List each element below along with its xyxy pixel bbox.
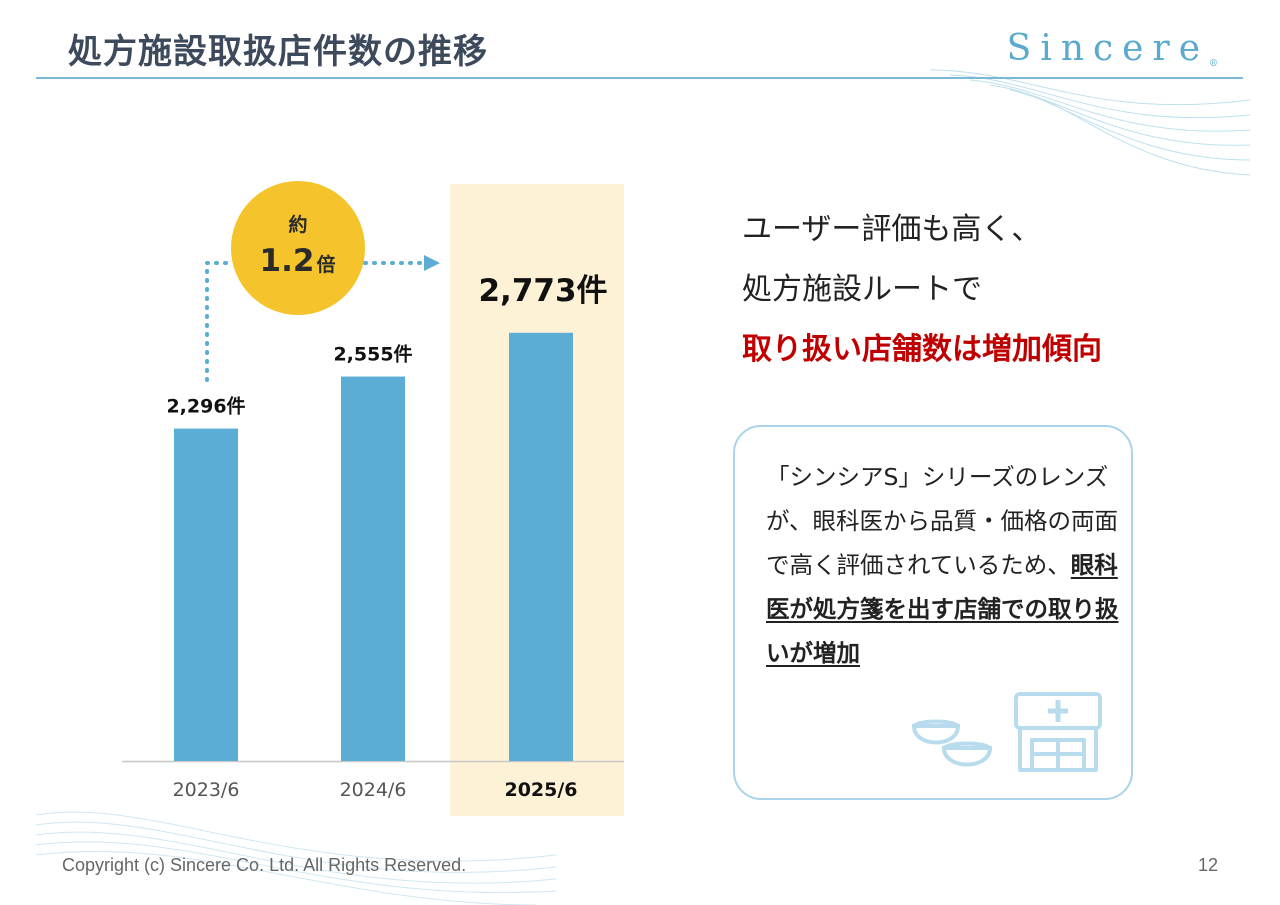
store-icon: [1014, 692, 1102, 772]
callout-box: [733, 425, 1133, 800]
value-label-2023/6: 2,296件: [166, 395, 245, 418]
growth-badge-prefix: 約: [288, 213, 307, 236]
callout-text-plain: 「シンシアS」シリーズのレンズが、眼科医から品質・価格の両面で高く評価されている…: [766, 463, 1119, 579]
x-tick-label-2023/6: 2023/6: [173, 779, 240, 801]
growth-badge-unit: 倍: [316, 253, 335, 276]
growth-arrow-head: [424, 255, 440, 271]
bar-2024/6: [341, 376, 405, 761]
bar-chart: 2,296件 2,555件 2,773件 2023/6 2024/6 2025/6 約 1.2…: [122, 181, 624, 816]
growth-badge-value: 1.2: [260, 243, 315, 279]
registered-mark: ®: [1209, 59, 1218, 69]
bar-2023/6: [174, 428, 238, 761]
logo-text: Sincere: [1006, 28, 1209, 69]
value-label-2024/6: 2,555件: [333, 343, 412, 366]
header-divider: [36, 77, 1243, 79]
copyright: Copyright (c) Sincere Co. Ltd. All Right…: [62, 855, 467, 875]
value-label-2025/6: 2,773件: [478, 273, 607, 309]
contact-lens-icon: [911, 719, 993, 767]
page-number: 12: [1197, 855, 1218, 875]
callout-text-strong: 眼科医が処方箋を出す店舗での取り扱いが増加: [766, 551, 1119, 667]
bar-2025/6: [509, 332, 573, 761]
callout-text: 「シンシアS」シリーズのレンズが、眼科医から品質・価格の両面で高く評価されている…: [766, 455, 1126, 675]
x-tick-label-2024/6: 2024/6: [340, 779, 407, 801]
message-line-3: 取り扱い店舗数は増加傾向: [742, 332, 1102, 367]
message-line-2: 処方施設ルートで: [742, 272, 982, 307]
message-line-1: ユーザー評価も高く、: [742, 212, 1042, 247]
brand-logo: Sincere®: [1007, 28, 1218, 69]
wave-decoration-bottom: [36, 811, 556, 905]
page-title: 処方施設取扱店件数の推移: [68, 32, 488, 72]
growth-badge: [231, 181, 365, 315]
growth-arrow-rise: [205, 261, 234, 382]
x-tick-label-2025/6: 2025/6: [504, 779, 577, 801]
